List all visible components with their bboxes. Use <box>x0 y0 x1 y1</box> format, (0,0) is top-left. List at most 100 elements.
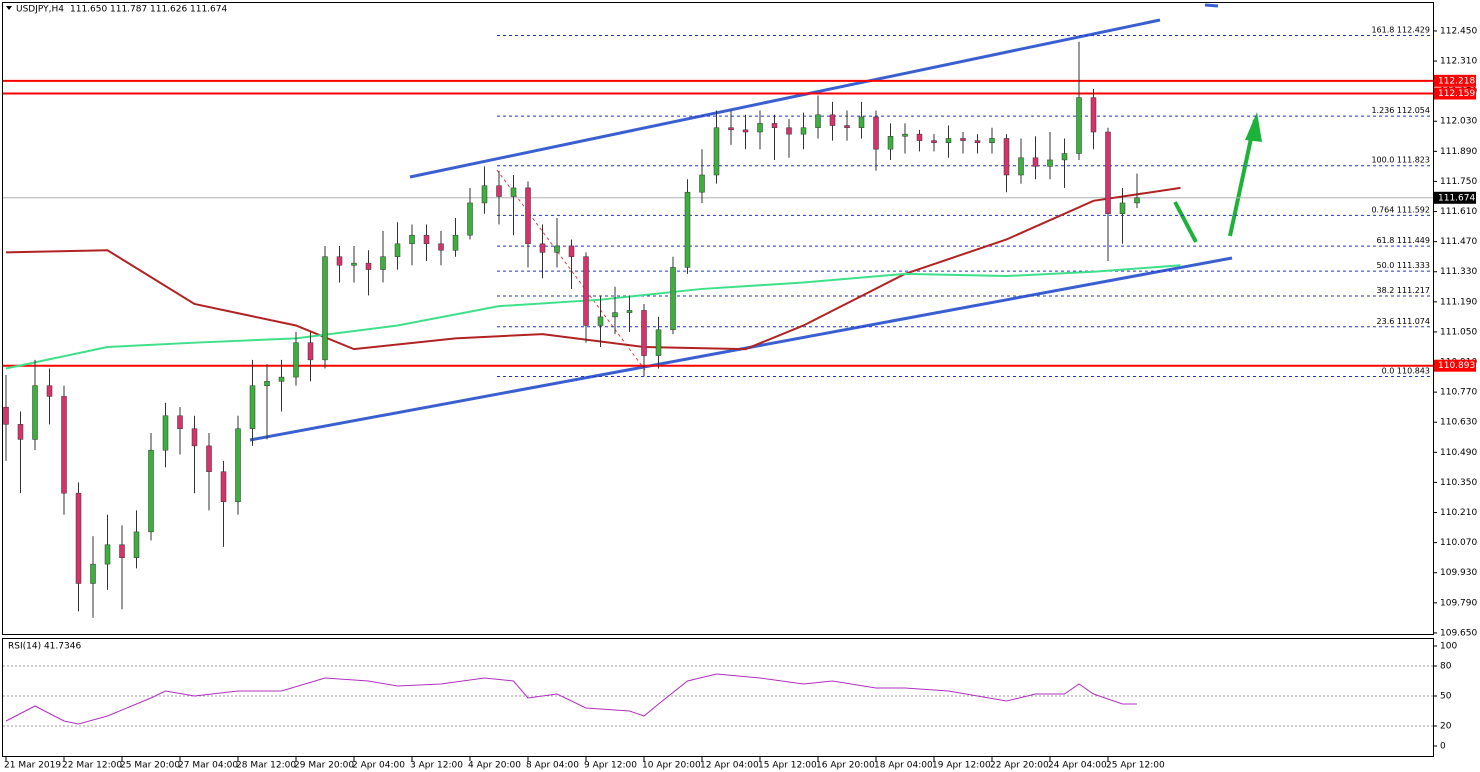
chart-title: USDJPY,H4 <box>16 5 64 15</box>
fib-level: 161.8 <box>1371 25 1394 34</box>
candle-body <box>206 445 212 472</box>
candle-body <box>945 138 952 143</box>
fib-level: 61.8 <box>1377 236 1395 245</box>
candle-body <box>380 256 386 270</box>
y-tick-label: 109.650 <box>1440 628 1477 638</box>
candle-body <box>539 243 546 253</box>
y-tick-label: 112.310 <box>1440 57 1477 67</box>
x-tick-label: 22 Apr 20:00 <box>990 761 1049 771</box>
candle-body <box>191 428 198 447</box>
candle-body <box>1047 159 1053 167</box>
fib-label: 61.8 111.449 <box>1377 236 1430 245</box>
candle-body <box>713 127 720 176</box>
candle-body <box>989 138 995 143</box>
fib-level: 50.0 <box>1377 261 1395 270</box>
ohlc: 111.674 <box>190 5 227 15</box>
fib-label: 1.236 112.054 <box>1371 106 1430 115</box>
candle-body <box>249 385 256 429</box>
x-tick-label: 27 Mar 04:00 <box>178 761 238 771</box>
candle-body <box>394 243 401 257</box>
fib-label: 0.764 111.592 <box>1371 205 1430 214</box>
y-tick-label: 50 <box>1440 692 1452 702</box>
fib-price: 111.217 <box>1397 286 1430 295</box>
fib-label: 161.8 112.429 <box>1371 25 1430 34</box>
fib-price: 111.592 <box>1397 205 1430 214</box>
x-tick-label: 2 Apr 04:00 <box>352 761 405 771</box>
trend-line <box>409 18 1161 179</box>
candle-body <box>684 191 691 268</box>
candle-body <box>409 234 415 245</box>
candle-body <box>815 114 821 128</box>
candle-body <box>307 342 314 361</box>
candle-body <box>1119 202 1126 214</box>
candle-body <box>351 262 357 266</box>
candle-body <box>858 116 865 128</box>
fib-price: 112.429 <box>1397 25 1430 34</box>
candle-body <box>844 125 850 128</box>
candle-body <box>655 329 662 356</box>
candle-body <box>1090 97 1097 133</box>
y-tick-label: 112.030 <box>1440 117 1477 127</box>
candle-body <box>220 471 227 503</box>
candle-body <box>481 185 488 204</box>
candle-body <box>1134 197 1140 204</box>
y-tick-label: 111.890 <box>1440 147 1477 157</box>
candle-body <box>626 310 633 313</box>
x-tick-label: 29 Mar 20:00 <box>294 761 354 771</box>
y-tick-label: 0 <box>1440 742 1446 752</box>
y-tick-label: 110.210 <box>1440 508 1477 518</box>
candle-body <box>670 267 676 331</box>
main-frame <box>2 2 1434 635</box>
y-tick-label: 110.490 <box>1440 448 1477 458</box>
y-tick-label: 100 <box>1440 642 1457 652</box>
y-tick-label: 111.470 <box>1440 237 1477 247</box>
y-tick-label: 20 <box>1440 722 1452 732</box>
fib-price: 112.054 <box>1397 106 1430 115</box>
candle-body <box>61 396 67 494</box>
fib-level: 23.6 <box>1377 316 1395 325</box>
x-tick-label: 18 Apr 04:00 <box>874 761 933 771</box>
candle-body <box>119 544 125 558</box>
ohlc: 111.787 <box>110 5 147 15</box>
candle-body <box>757 123 763 133</box>
candle-body <box>887 136 894 150</box>
candle-body <box>800 127 807 135</box>
x-tick-label: 9 Apr 12:00 <box>584 761 637 771</box>
candle-body <box>235 428 241 503</box>
fib-label: 0.0 110.843 <box>1382 366 1430 375</box>
level-tag <box>1434 87 1476 100</box>
ohlc: 111.650 <box>70 5 107 15</box>
x-tick-label: 4 Apr 20:00 <box>468 761 521 771</box>
candle-body <box>554 245 560 253</box>
level-tag <box>1434 359 1476 372</box>
fib-level: 0.764 <box>1371 205 1394 214</box>
candle-body <box>612 312 618 318</box>
fib-level: 1.236 <box>1371 106 1394 115</box>
fib-price: 111.449 <box>1397 236 1430 245</box>
y-tick-label: 110.770 <box>1440 388 1477 398</box>
y-tick-label: 110.070 <box>1440 538 1477 548</box>
candle-body <box>1032 157 1039 167</box>
level-tag <box>1434 74 1476 87</box>
y-tick-label: 111.190 <box>1440 297 1477 307</box>
candle-body <box>133 531 140 558</box>
candle-body <box>597 316 604 326</box>
fib-label: 50.0 111.333 <box>1377 261 1430 270</box>
candle-body <box>728 127 734 131</box>
candle-body <box>322 256 328 361</box>
candle-body <box>1018 157 1024 176</box>
x-tick-label: 16 Apr 20:00 <box>816 761 875 771</box>
candle-body <box>525 187 531 245</box>
level-label: 110.893 <box>1438 361 1475 371</box>
x-tick-label: 24 Apr 04:00 <box>1048 761 1107 771</box>
candle-body <box>510 187 517 197</box>
candle-body <box>916 133 923 141</box>
candle-body <box>32 385 38 440</box>
level-label: 112.159 <box>1438 89 1475 99</box>
y-tick-label: 111.610 <box>1440 207 1477 217</box>
x-tick-label: 22 Mar 12:00 <box>62 761 122 771</box>
candle-body <box>829 114 836 126</box>
y-tick-label: 80 <box>1440 662 1452 672</box>
candle-body <box>786 127 792 135</box>
x-tick-label: 12 Apr 04:00 <box>700 761 759 771</box>
